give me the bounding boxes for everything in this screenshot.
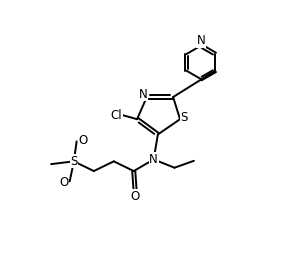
Text: O: O (130, 190, 140, 203)
Text: O: O (78, 134, 87, 146)
Text: N: N (139, 88, 148, 101)
Text: N: N (149, 153, 158, 166)
Text: S: S (70, 155, 77, 168)
Text: Cl: Cl (111, 109, 122, 122)
Text: S: S (181, 111, 188, 124)
Text: O: O (59, 176, 68, 189)
Text: N: N (196, 34, 205, 47)
